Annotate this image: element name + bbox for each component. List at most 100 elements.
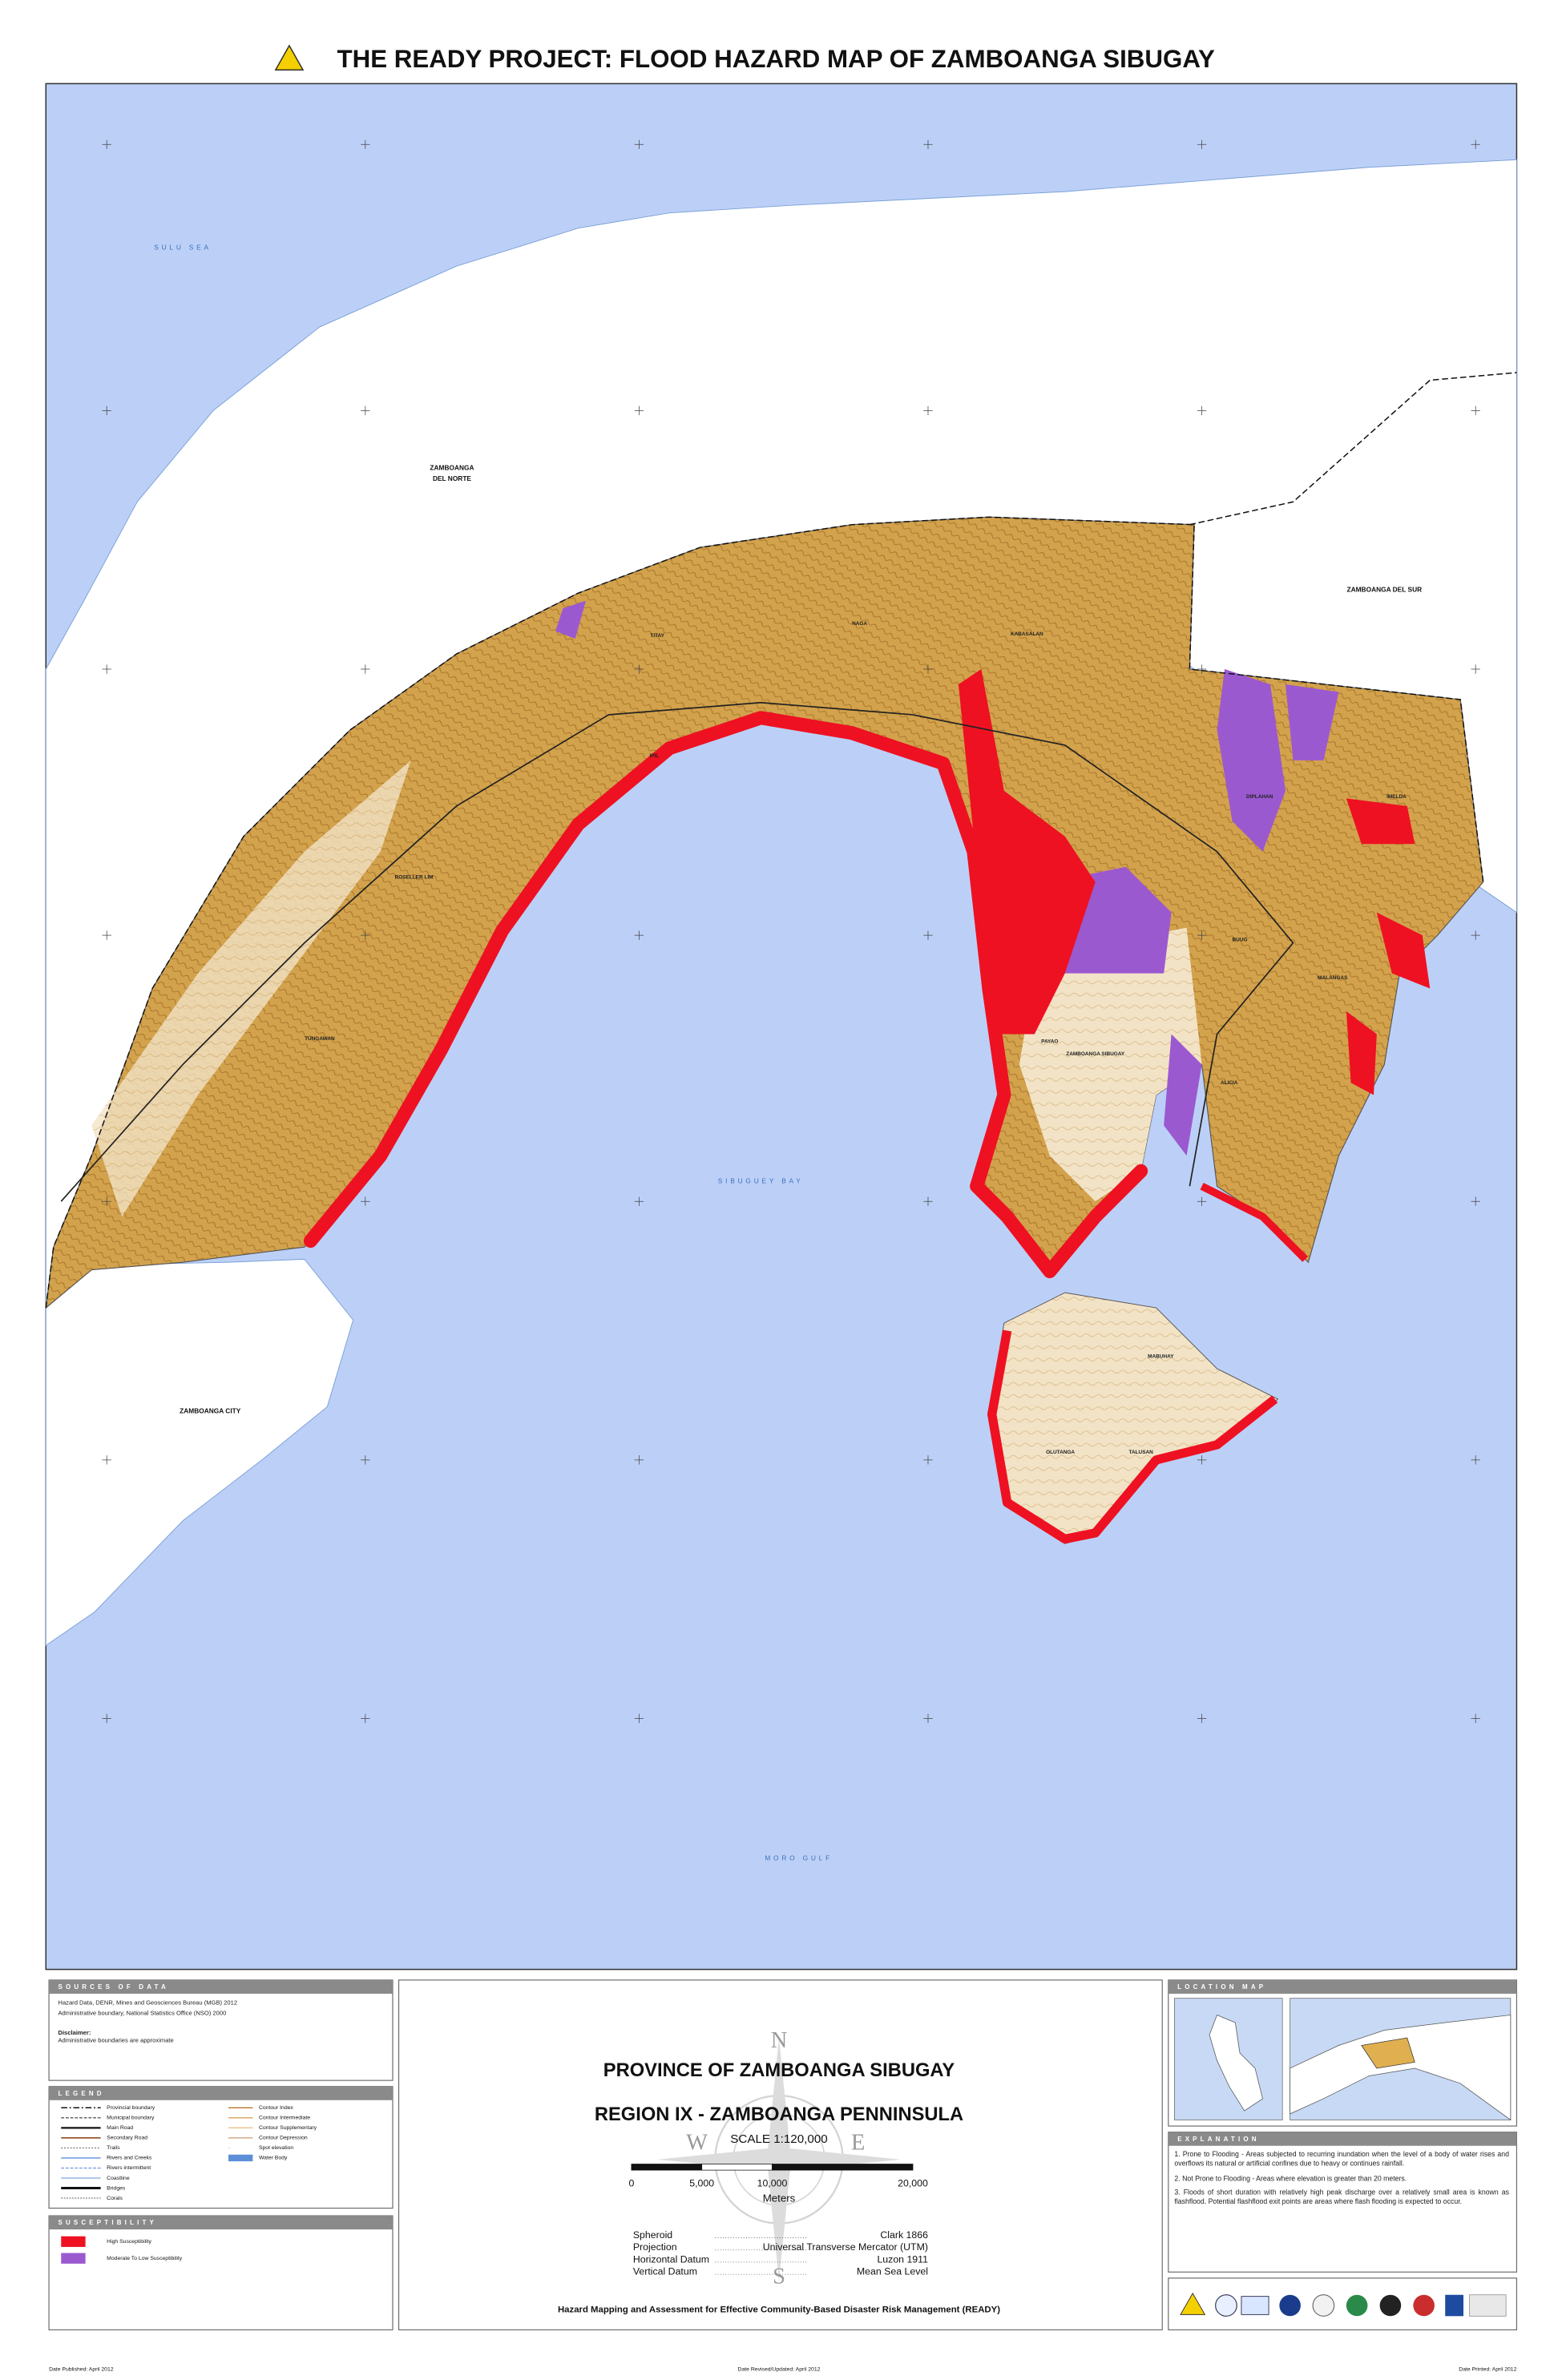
grid-cross	[1197, 405, 1207, 416]
red-zone	[958, 669, 1096, 1035]
legend-label: Rivers intermittent	[107, 2165, 151, 2171]
inset-land	[1209, 2015, 1263, 2112]
grid-cross	[634, 1455, 644, 1465]
disclaimer-title: Disclaimer:	[58, 2028, 91, 2037]
grid-cross	[1471, 930, 1480, 940]
grid-cross	[102, 139, 111, 149]
panel	[48, 2215, 394, 2330]
legend-label: Coastline	[107, 2176, 130, 2181]
logo	[1279, 2294, 1301, 2317]
panel-heading: SOURCES OF DATA	[58, 1983, 168, 1991]
legend-label: Contour Supplementary	[259, 2125, 317, 2131]
scale-unit: Meters	[763, 2192, 796, 2205]
red-zone	[1346, 798, 1415, 845]
grid-cross	[923, 930, 933, 940]
province-title: PROVINCE OF ZAMBOANGA SIBUGAY	[603, 2060, 955, 2081]
municipality-label: IPIL	[649, 753, 659, 759]
grid-cross	[923, 1713, 933, 1724]
municipality-label: KABASALAN	[1011, 631, 1043, 637]
grid-cross	[1197, 930, 1207, 940]
municipality-label: TITAY	[650, 633, 664, 639]
provincial-boundary	[45, 372, 1517, 1309]
explanation-item: 1. Prone to Flooding - Areas subjected t…	[1174, 2150, 1509, 2167]
map-frame: SULU SEA ZAMBOANGA DEL NORTE ZAMBOANGA DEL …	[45, 83, 1518, 1971]
map-labels: SULU SEA ZAMBOANGA DEL NORTE ZAMBOANGA DEL …	[154, 244, 1422, 1862]
compass-letter: N	[771, 2028, 788, 2053]
susceptibility-label: Moderate To Low Susceptibility	[107, 2256, 183, 2261]
logos-panel	[1168, 2277, 1517, 2330]
municipality-label: BUUG	[1233, 938, 1248, 943]
legend-label: Water Body	[259, 2156, 288, 2161]
grid-cross	[102, 1713, 111, 1724]
explanation-text: 1. Prone to Flooding - Areas subjected t…	[1174, 2150, 1509, 2206]
legend-symbol	[228, 2154, 253, 2162]
logo	[1379, 2294, 1402, 2317]
grid-cross	[1197, 139, 1207, 149]
grid-cross	[1471, 139, 1480, 149]
municipality-label: DIPLAHAN	[1246, 794, 1273, 800]
legend-label: Trails	[107, 2145, 120, 2151]
municipality-label: TUNGAWAN	[305, 1036, 335, 1042]
scale-tick-label: 10,000	[757, 2177, 788, 2188]
date-printed: Date Printed: April 2012	[1459, 2367, 1516, 2373]
compass-letter: W	[686, 2130, 708, 2155]
legend-label: Contour Index	[259, 2105, 293, 2111]
date-published: Date Published: April 2012	[49, 2367, 114, 2373]
legend-label: Contour Depression	[259, 2136, 308, 2141]
water-label: SIBUGUEY BAY	[718, 1177, 804, 1185]
compass-letter: S	[773, 2264, 785, 2289]
grid-cross	[102, 1455, 111, 1465]
scale-segment	[701, 2164, 773, 2171]
sources-panel: SOURCES OF DATA Hazard Data, DENR, Mines…	[48, 1979, 394, 2081]
grid-cross	[923, 139, 933, 149]
panel-heading: EXPLANATION	[1177, 2136, 1259, 2143]
disclaimer: Administrative boundaries are approximat…	[58, 2036, 174, 2044]
main-road	[60, 701, 1294, 1202]
red-zone	[1376, 912, 1431, 989]
legend-symbol: ·	[228, 2145, 230, 2151]
legend-label: Secondary Road	[107, 2136, 147, 2141]
datum-value: Universal Transverse Mercator (UTM)	[763, 2241, 928, 2253]
grid-cross	[361, 930, 370, 940]
grid-cross	[1471, 405, 1480, 416]
legend-label: Corals	[107, 2196, 123, 2201]
panel	[48, 2086, 394, 2209]
grid-cross	[1471, 664, 1480, 674]
grid-cross	[634, 139, 644, 149]
logo	[1469, 2294, 1507, 2317]
province-label: DEL NORTE	[433, 474, 471, 482]
date-revised: Date Revised/Updated: April 2012	[738, 2367, 821, 2373]
legend-label: Rivers and Creeks	[107, 2156, 152, 2161]
municipality-label: NAGA	[852, 621, 867, 627]
grid-cross	[923, 664, 933, 674]
legend-label: Contour Intermediate	[259, 2116, 310, 2121]
scale-segment	[772, 2164, 914, 2171]
datum-label: Vertical Datum	[633, 2266, 697, 2277]
legend-label: Provincial boundary	[107, 2105, 155, 2111]
inset-land	[1290, 2015, 1512, 2121]
legend-label: Municipal boundary	[107, 2116, 155, 2121]
province-label: ZAMBOANGA	[430, 464, 474, 472]
purple-zone	[555, 600, 586, 639]
panel	[1168, 2132, 1517, 2273]
panel	[398, 1979, 1163, 2330]
grid-cross	[361, 405, 370, 416]
scale-segment	[631, 2164, 703, 2171]
grid-cross	[634, 405, 644, 416]
red-zone	[1346, 1011, 1377, 1095]
grid-cross	[361, 139, 370, 149]
panel	[48, 1979, 394, 2081]
datum-label: Spheroid	[633, 2229, 672, 2241]
panel-header	[1168, 2132, 1517, 2146]
sources-lines: Hazard Data, DENR, Mines and Geosciences…	[58, 1999, 385, 2017]
explanation-item: 3. Floods of short duration with relativ…	[1174, 2188, 1509, 2206]
grid-cross	[923, 1455, 933, 1465]
source-line: Hazard Data, DENR, Mines and Geosciences…	[58, 1998, 238, 2007]
susceptibility-panel: SUSCEPTIBILITY High Susceptibility Modera…	[48, 2215, 394, 2330]
scale-tick-label: 20,000	[898, 2177, 928, 2188]
grid-cross	[361, 664, 370, 674]
grid-cross	[923, 1196, 933, 1206]
grid-cross	[102, 405, 111, 416]
